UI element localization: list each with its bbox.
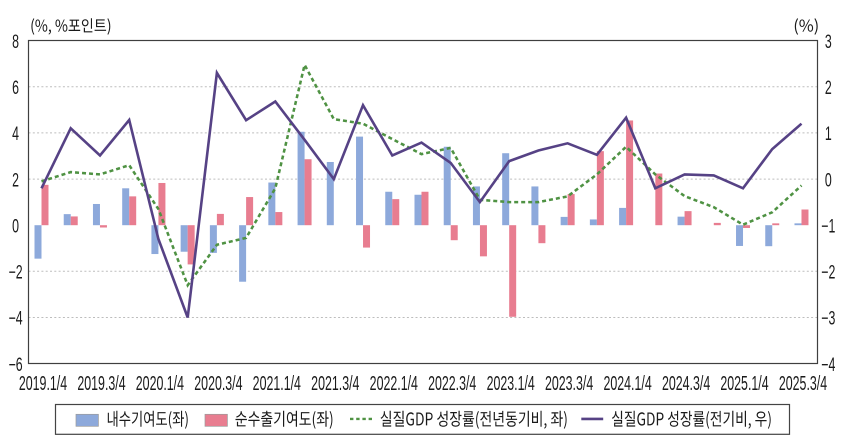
- svg-text:2: 2: [12, 170, 19, 191]
- svg-text:4: 4: [12, 123, 19, 144]
- svg-text:2021.3/4: 2021.3/4: [311, 372, 359, 395]
- svg-text:3: 3: [825, 31, 832, 52]
- svg-text:−3: −3: [821, 308, 835, 329]
- svg-text:0: 0: [12, 216, 19, 237]
- svg-text:2023.3/4: 2023.3/4: [545, 372, 593, 395]
- svg-text:0: 0: [825, 170, 832, 191]
- svg-text:2020.1/4: 2020.1/4: [136, 372, 184, 395]
- svg-text:2022.1/4: 2022.1/4: [370, 372, 418, 395]
- svg-text:2025.3/4: 2025.3/4: [779, 372, 827, 395]
- svg-text:−6: −6: [9, 354, 23, 375]
- svg-text:2022.3/4: 2022.3/4: [428, 372, 476, 395]
- svg-text:−4: −4: [821, 354, 835, 375]
- svg-text:2019.3/4: 2019.3/4: [77, 372, 125, 395]
- svg-text:8: 8: [12, 31, 19, 52]
- svg-text:2024.1/4: 2024.1/4: [603, 372, 651, 395]
- svg-text:−4: −4: [9, 308, 23, 329]
- svg-text:6: 6: [12, 77, 19, 98]
- svg-text:2025.1/4: 2025.1/4: [720, 372, 768, 395]
- svg-text:1: 1: [825, 123, 832, 144]
- svg-text:2024.3/4: 2024.3/4: [662, 372, 710, 395]
- svg-text:−1: −1: [821, 216, 835, 237]
- svg-text:2023.1/4: 2023.1/4: [487, 372, 535, 395]
- svg-text:2: 2: [825, 77, 832, 98]
- svg-text:2021.1/4: 2021.1/4: [253, 372, 301, 395]
- svg-text:−2: −2: [821, 262, 835, 283]
- svg-text:−2: −2: [9, 262, 23, 283]
- svg-text:2020.3/4: 2020.3/4: [194, 372, 242, 395]
- svg-text:2019.1/4: 2019.1/4: [19, 372, 67, 395]
